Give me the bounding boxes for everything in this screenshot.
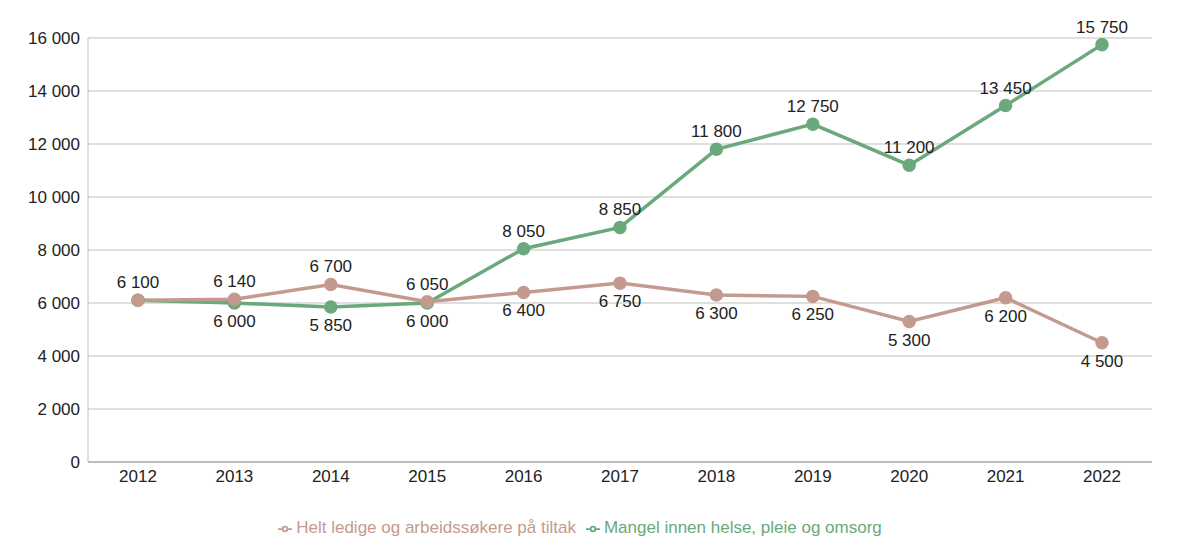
svg-text:12 750: 12 750 xyxy=(787,97,839,116)
svg-text:8 050: 8 050 xyxy=(502,222,545,241)
svg-text:2020: 2020 xyxy=(890,467,928,486)
svg-text:2014: 2014 xyxy=(312,467,350,486)
svg-text:13 450: 13 450 xyxy=(980,79,1032,98)
svg-text:2015: 2015 xyxy=(408,467,446,486)
svg-text:2016: 2016 xyxy=(505,467,543,486)
svg-text:11 800: 11 800 xyxy=(691,122,742,141)
svg-text:2021: 2021 xyxy=(987,467,1025,486)
svg-text:10 000: 10 000 xyxy=(28,188,80,207)
svg-text:6 700: 6 700 xyxy=(310,257,353,276)
svg-text:6 050: 6 050 xyxy=(406,275,449,294)
html-text:Helt ledige og arbeidssøkere p: Helt ledige og arbeidssøkere på tiltak xyxy=(296,518,576,537)
svg-text:5 300: 5 300 xyxy=(888,331,931,350)
svg-text:2012: 2012 xyxy=(119,467,157,486)
svg-text:6 300: 6 300 xyxy=(695,304,738,323)
svg-text:12 000: 12 000 xyxy=(28,135,80,154)
html-text:Mangel innen helse, pleie og o: Mangel innen helse, pleie og omsorg xyxy=(603,518,882,537)
svg-text:11 200: 11 200 xyxy=(884,138,935,157)
svg-text:4 000: 4 000 xyxy=(37,347,80,366)
svg-text:4 500: 4 500 xyxy=(1081,352,1124,371)
svg-text:6 000: 6 000 xyxy=(37,294,80,313)
svg-text:6 750: 6 750 xyxy=(599,292,642,311)
svg-text:6 400: 6 400 xyxy=(502,301,545,320)
svg-text:6 000: 6 000 xyxy=(213,312,256,331)
svg-text:15 750: 15 750 xyxy=(1076,18,1128,37)
svg-text:2018: 2018 xyxy=(697,467,735,486)
svg-text:6 140: 6 140 xyxy=(213,272,256,291)
svg-text:2013: 2013 xyxy=(215,467,253,486)
svg-text:0: 0 xyxy=(71,453,80,472)
svg-text:2017: 2017 xyxy=(601,467,639,486)
svg-text:2 000: 2 000 xyxy=(37,400,80,419)
svg-text:16 000: 16 000 xyxy=(28,29,80,48)
svg-text:6 200: 6 200 xyxy=(984,307,1027,326)
svg-text:6 000: 6 000 xyxy=(406,312,449,331)
svg-text:8 850: 8 850 xyxy=(599,200,642,219)
svg-text:5 850: 5 850 xyxy=(310,316,353,335)
svg-text:2022: 2022 xyxy=(1083,467,1121,486)
svg-text:2019: 2019 xyxy=(794,467,832,486)
svg-text:6 250: 6 250 xyxy=(792,305,835,324)
svg-text:14 000: 14 000 xyxy=(28,82,80,101)
svg-text:8 000: 8 000 xyxy=(37,241,80,260)
svg-text:6 100: 6 100 xyxy=(117,273,160,292)
